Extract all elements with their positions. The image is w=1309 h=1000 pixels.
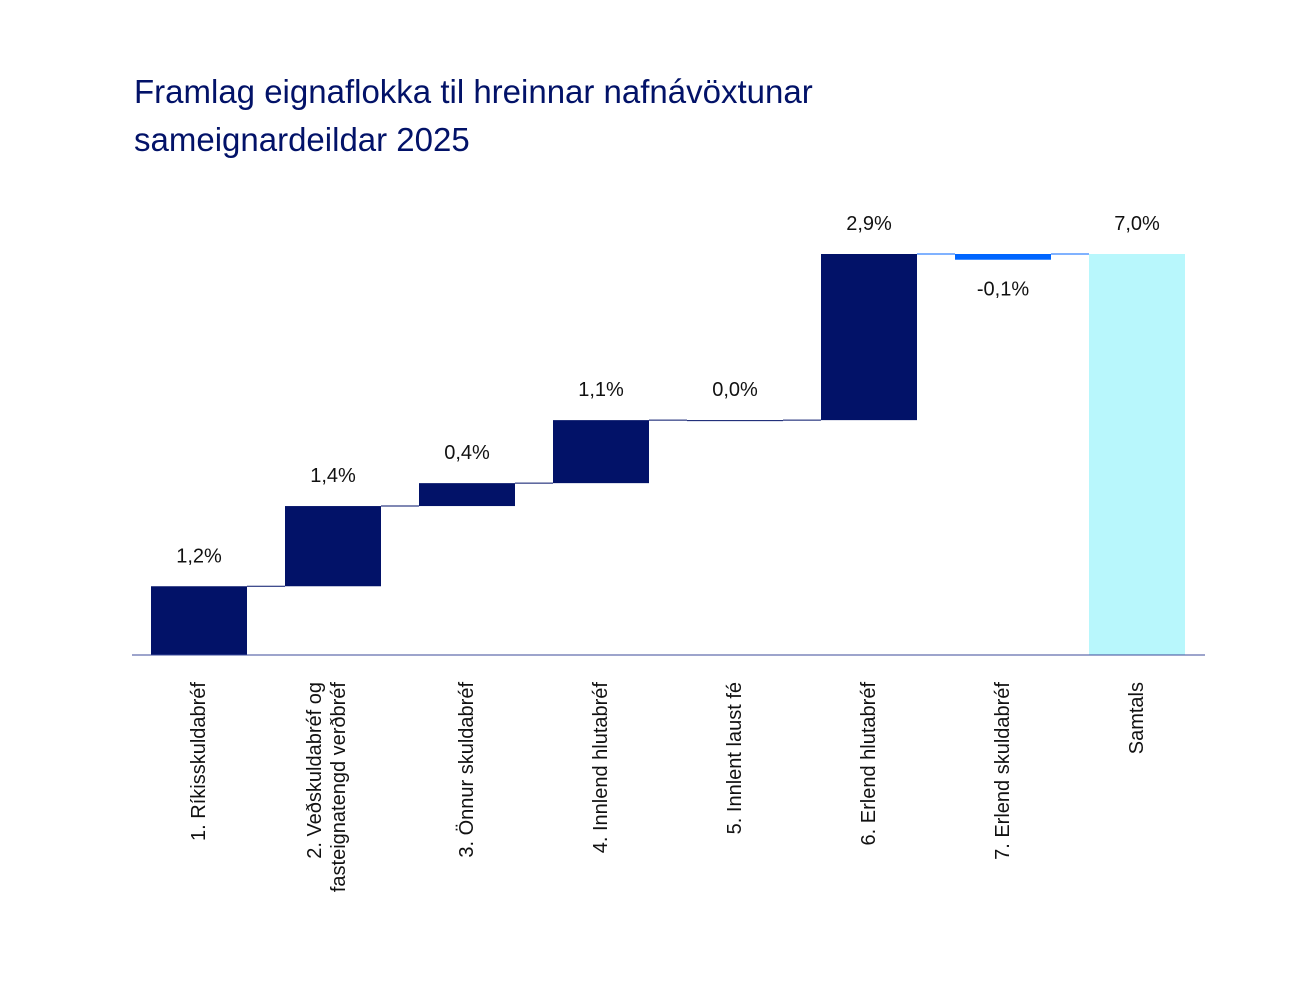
x-tick-label-line: 3. Önnur skuldabréf xyxy=(456,682,478,858)
chart-title: Framlag eignaflokka til hreinnar nafnávö… xyxy=(134,73,813,158)
data-label: 1,2% xyxy=(176,545,222,567)
x-tick-label-line: Samtals xyxy=(1126,682,1148,755)
x-tick-label-line: 7. Erlend skuldabréf xyxy=(992,682,1014,860)
x-tick-label: 6. Erlend hlutabréf xyxy=(849,682,889,982)
x-tick-label: 3. Önnur skuldabréf xyxy=(447,682,487,982)
x-tick-label-line: 4. Innlend hlutabréf xyxy=(590,682,612,854)
x-tick-label-line: 5. Innlent laust fé xyxy=(724,682,746,835)
bar xyxy=(821,254,917,421)
bar xyxy=(285,506,381,587)
x-tick-label: Samtals xyxy=(1117,682,1157,982)
x-tick-label: 7. Erlend skuldabréf xyxy=(983,682,1023,982)
x-tick-label: 4. Innlend hlutabréf xyxy=(581,682,621,982)
bar xyxy=(955,254,1051,260)
data-label: 0,4% xyxy=(444,442,490,464)
data-label: 0,0% xyxy=(712,379,758,401)
x-tick-label-line: 2. Veðskuldabréf og xyxy=(304,682,326,859)
bar xyxy=(151,586,247,655)
bar xyxy=(687,420,783,422)
bar xyxy=(419,483,515,507)
data-label: -0,1% xyxy=(977,279,1029,301)
data-label: 1,1% xyxy=(578,379,624,401)
bar xyxy=(553,420,649,484)
x-tick-label: 1. Ríkisskuldabréf xyxy=(179,682,219,982)
x-tick-label-line: 6. Erlend hlutabréf xyxy=(858,682,880,846)
x-tick-label: 5. Innlent laust fé xyxy=(715,682,755,982)
data-label: 7,0% xyxy=(1114,213,1160,235)
bar xyxy=(1089,254,1185,655)
x-tick-label-line: 1. Ríkisskuldabréf xyxy=(188,682,210,841)
data-label: 2,9% xyxy=(846,213,892,235)
data-label: 1,4% xyxy=(310,465,356,487)
x-tick-label: 2. Veðskuldabréf og fasteignatengd verðbr… xyxy=(303,682,363,982)
x-tick-label-line: fasteignatengd verðbréf xyxy=(328,682,350,893)
